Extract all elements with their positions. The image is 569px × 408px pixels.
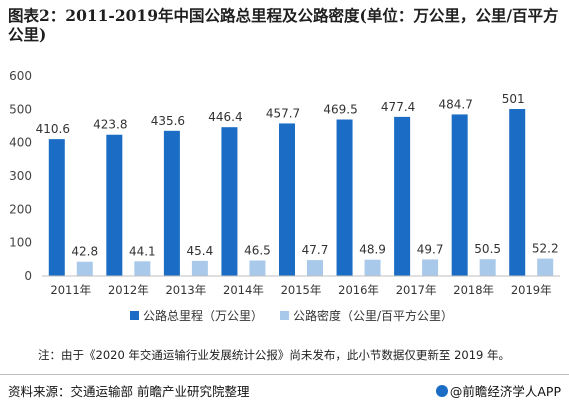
data-label-density: 46.5: [244, 244, 271, 258]
bar-total-mileage: [451, 114, 468, 276]
data-label-total-mileage: 501: [502, 92, 525, 106]
bar-density: [479, 259, 496, 276]
brand-watermark: @前瞻经济学人APP: [435, 381, 561, 400]
legend-swatch-density: [280, 311, 289, 320]
data-label-total-mileage: 423.8: [93, 118, 127, 132]
bar-density: [422, 259, 439, 276]
x-tick-label: 2012年: [108, 283, 149, 297]
legend-swatch-total-mileage: [130, 311, 139, 320]
bar-total-mileage: [221, 127, 238, 276]
y-tick-label: 300: [9, 169, 32, 183]
y-axis: 0 100 200 300 400 500 600: [9, 69, 32, 283]
bar-density: [134, 261, 151, 276]
data-label-density: 44.1: [129, 244, 156, 258]
y-tick-label: 600: [9, 69, 32, 83]
y-tick-label: 200: [9, 202, 32, 216]
bar-density: [76, 261, 93, 276]
legend-label-density: 公路密度（公里/百平方公里）: [293, 308, 453, 323]
x-tick-label: 2013年: [165, 283, 206, 297]
data-label-total-mileage: 469.5: [323, 103, 357, 117]
data-label-density: 50.5: [474, 242, 501, 256]
chart-note: 注：由于《2020 年交通运输行业发展统计公报》尚未发布，此小节数据仅更新至 2…: [38, 348, 510, 362]
bar-density: [307, 260, 323, 276]
x-axis: 2011年 2012年 2013年 2014年 2015年 2016年 2017年 2018年…: [42, 275, 560, 297]
y-tick-label: 100: [9, 236, 32, 250]
data-label-density: 45.4: [187, 244, 214, 258]
x-tick-label: 2018年: [453, 283, 494, 297]
brand-logo-icon: [435, 385, 448, 397]
bar-density: [191, 260, 208, 276]
data-label-total-mileage: 477.4: [381, 100, 415, 114]
legend-label-total-mileage: 公路总里程（万公里）: [143, 308, 263, 323]
y-tick-label: 400: [9, 136, 32, 150]
chart-area: 0 100 200 300 400 500 600 410.6 42.8 423.8 44.1 43…: [0, 60, 569, 349]
bar-total-mileage: [279, 123, 295, 276]
data-label-total-mileage: 435.6: [151, 114, 185, 128]
bar-chart: 0 100 200 300 400 500 600 410.6 42.8 423.8 44.1 43…: [9, 69, 560, 323]
data-label-density: 42.8: [71, 245, 98, 259]
x-tick-label: 2011年: [50, 283, 91, 297]
x-tick-label: 2015年: [281, 283, 322, 297]
brand-text: @前瞻经济学人APP: [449, 384, 561, 399]
data-label-total-mileage: 484.7: [438, 97, 472, 111]
data-label-density: 49.7: [417, 242, 444, 256]
y-tick-label: 500: [9, 102, 32, 116]
x-tick-label: 2016年: [338, 283, 379, 297]
data-label-total-mileage: 410.6: [36, 122, 70, 136]
bar-total-mileage: [48, 139, 65, 276]
bar-total-mileage: [509, 109, 526, 276]
bar-total-mileage: [394, 116, 411, 276]
bar-density: [249, 260, 266, 276]
source-text: 资料来源：交通运输部 前瞻产业研究院整理: [8, 384, 250, 399]
x-tick-label: 2019年: [511, 283, 552, 297]
data-label-total-mileage: 446.4: [208, 110, 242, 124]
bars: [48, 109, 554, 276]
data-label-total-mileage: 457.7: [266, 106, 300, 120]
data-label-density: 47.7: [302, 243, 329, 257]
bar-labels: 410.6 42.8 423.8 44.1 435.6 45.4 446.4 46.5 457.…: [36, 92, 559, 259]
footer-divider: [0, 374, 569, 375]
chart-title: 图表2：2011-2019年中国公路总里程及公路密度(单位：万公里，公里/百平方…: [8, 6, 559, 44]
bar-total-mileage: [106, 134, 123, 276]
x-tick-label: 2017年: [396, 283, 437, 297]
y-tick-label: 0: [24, 269, 32, 283]
bar-density: [537, 258, 554, 276]
bar-total-mileage: [163, 130, 180, 276]
x-tick-label: 2014年: [223, 283, 264, 297]
bar-density: [364, 259, 381, 276]
data-label-density: 52.2: [532, 242, 559, 256]
legend: 公路总里程（万公里） 公路密度（公里/百平方公里）: [130, 308, 453, 323]
bar-total-mileage: [336, 119, 353, 276]
data-label-density: 48.9: [359, 243, 386, 257]
